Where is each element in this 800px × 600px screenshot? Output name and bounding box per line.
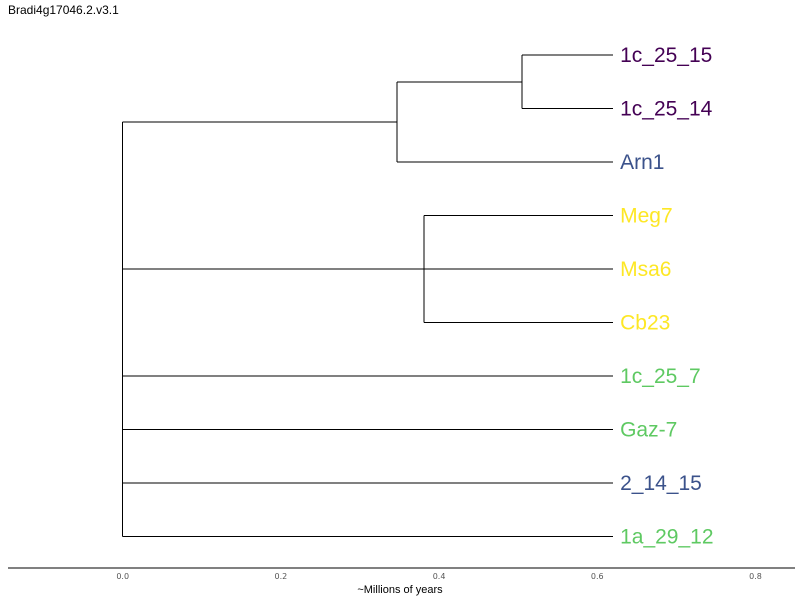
x-tick-label: 0.6 [591, 572, 604, 581]
tree-branches [122, 54, 614, 537]
x-tick-label: 0.2 [275, 572, 288, 581]
x-tick-label: 0.0 [116, 572, 129, 581]
tip-labels: 1c_25_15 1c_25_14 Arn1 Meg7 Msa6 Cb23 1c_25_7 G… [620, 44, 713, 549]
x-axis-title: ~Millions of years [357, 584, 443, 596]
tip-label: Msa6 [620, 258, 671, 281]
x-tick-label: 0.4 [433, 572, 446, 581]
tip-label: Gaz-7 [620, 419, 677, 442]
tip-label: 2_14_15 [620, 472, 702, 495]
tip-label: 1c_25_15 [620, 44, 712, 67]
x-axis: 0.0 0.2 0.4 0.6 0.8 ~Millions of years [8, 567, 795, 596]
tip-label: Cb23 [620, 312, 670, 335]
x-axis-ticks: 0.0 0.2 0.4 0.6 0.8 [116, 572, 762, 581]
tip-label: Arn1 [620, 151, 664, 174]
tip-label: Meg7 [620, 205, 673, 228]
page-title: Bradi4g17046.2.v3.1 [8, 3, 119, 17]
tip-label: 1c_25_7 [620, 365, 701, 388]
tip-label: 1c_25_14 [620, 98, 713, 121]
x-tick-label: 0.8 [749, 572, 762, 581]
tip-label: 1a_29_12 [620, 526, 713, 549]
